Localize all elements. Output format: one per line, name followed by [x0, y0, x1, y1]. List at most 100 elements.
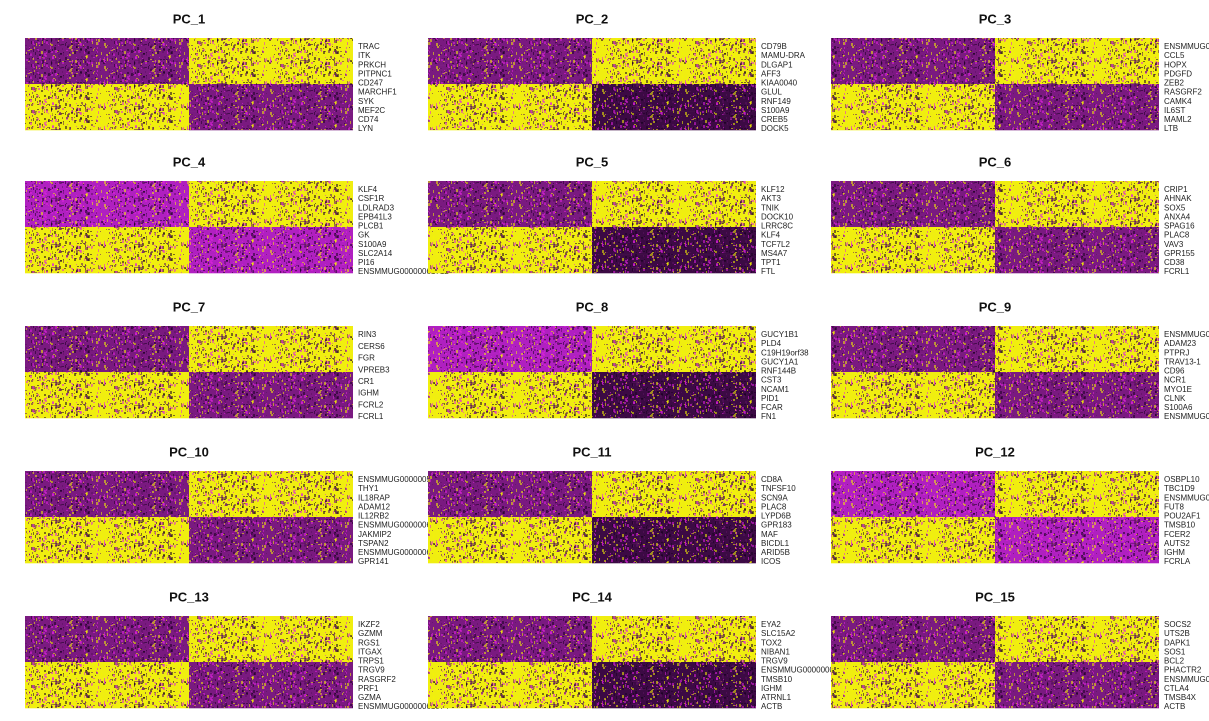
gene-label: SOS1: [1164, 647, 1186, 656]
heatmap-panel: PC_9ENSMMUG0ADAM23PTPRJTRAV13-1CD96NCR1M…: [831, 299, 1209, 421]
gene-label: TRAC: [358, 42, 380, 51]
gene-label: RASGRF2: [358, 675, 396, 684]
gene-label: ENSMMUG0000005: [358, 475, 431, 484]
gene-label: TNIK: [761, 203, 780, 212]
gene-label: CD38: [1164, 258, 1185, 267]
gene-label: CTLA4: [1164, 684, 1189, 693]
heatmap-panel: PC_13 IKZF2GZMMRGS1ITGAXTRPS1TRGV9RASGRF2…: [25, 589, 449, 711]
heatmap-texture: [831, 471, 1159, 563]
heatmap-panel: PC_15 SOCS2UTS2BDAPK1SOS1BCL2PHACTR2ENSMM…: [831, 589, 1209, 711]
gene-label: CD74: [358, 115, 379, 124]
gene-label: CD96: [1164, 367, 1185, 376]
panel-title: PC_10: [169, 444, 209, 459]
gene-label: SLC2A14: [358, 249, 393, 258]
panel-title: PC_5: [576, 154, 609, 169]
gene-label: KLF4: [358, 185, 378, 194]
gene-label: GK: [358, 231, 370, 240]
gene-label: SOCS2: [1164, 620, 1192, 629]
gene-label: ENSMMUG00000061974: [358, 702, 449, 711]
gene-label: IGHM: [358, 389, 379, 398]
gene-label: KLF4: [761, 231, 781, 240]
gene-label: FTL: [761, 267, 776, 276]
heatmap-panel: PC_4 KLF4CSF1RLDLRAD3EPB41L3PLCB1GKS100A9…: [25, 154, 449, 276]
heatmap-texture: [831, 616, 1159, 708]
heatmap-panel: PC_8 GUCY1B1PLD4C19H19orf38GUCY1A1RNF144B…: [428, 299, 809, 421]
gene-label: ITK: [358, 51, 371, 60]
heatmap-texture: [25, 38, 353, 130]
panel-title: PC_4: [173, 154, 206, 169]
gene-label: AKT3: [761, 194, 782, 203]
gene-label: EPB41L3: [358, 212, 392, 221]
gene-label: PRKCH: [358, 60, 386, 69]
heatmap-texture: [428, 471, 756, 563]
heatmap-texture: [25, 326, 353, 418]
gene-label: GZMA: [358, 693, 382, 702]
gene-label: JAKMIP2: [358, 530, 392, 539]
gene-label: POU2AF1: [1164, 512, 1201, 521]
gene-label: IKZF2: [358, 620, 380, 629]
gene-label: CSF1R: [358, 194, 384, 203]
heatmap-panel: PC_10 ENSMMUG0000005THY1IL18RAPADAM12IL12…: [25, 444, 431, 566]
panel-title: PC_7: [173, 299, 206, 314]
gene-label: SCN9A: [761, 493, 788, 502]
gene-label: ITGAX: [358, 647, 383, 656]
gene-label: KLF12: [761, 185, 785, 194]
gene-label: SLC15A2: [761, 629, 796, 638]
heatmap-texture: [831, 181, 1159, 273]
gene-label: RNF144B: [761, 367, 796, 376]
gene-label: CREB5: [761, 115, 788, 124]
gene-label: FCRL1: [358, 412, 384, 421]
gene-label: ENSMMUG0: [1164, 412, 1209, 421]
heatmap-texture: [25, 471, 353, 563]
gene-label: TMSB10: [761, 675, 793, 684]
gene-label: AFF3: [761, 69, 781, 78]
gene-label: FUT8: [1164, 502, 1185, 511]
gene-label: IGHM: [1164, 548, 1185, 557]
heatmap-panel: PC_7 RIN3 CERS6 FGR VPREB3 CR1 IGHM FCRL2 FCRL1: [25, 299, 390, 421]
gene-label: ANXA4: [1164, 212, 1191, 221]
gene-label: TMSB4X: [1164, 693, 1197, 702]
panels: PC_1 TRACITKPRKCHPITPNC1CD247MARCHF1SYKME…: [25, 11, 1209, 711]
gene-label: CD8A: [761, 475, 783, 484]
gene-label: PDGFD: [1164, 69, 1192, 78]
gene-label: TMSB10: [1164, 521, 1196, 530]
gene-label: PRF1: [358, 684, 379, 693]
gene-label: MEF2C: [358, 106, 385, 115]
heatmap-panel: PC_6 CRIP1AHNAKSOX5ANXA4SPAG16PLAC8VAV3GP…: [831, 154, 1195, 276]
gene-label: ENSMMUG0000000: [761, 666, 834, 675]
gene-label: ACTB: [1164, 702, 1185, 711]
gene-label: VAV3: [1164, 240, 1184, 249]
gene-label: MAF: [761, 530, 778, 539]
gene-label: TBC1D9: [1164, 484, 1195, 493]
gene-label: ADAM12: [358, 502, 391, 511]
gene-label: HOPX: [1164, 60, 1187, 69]
gene-label: SPAG16: [1164, 222, 1195, 231]
gene-label: DOCK5: [761, 124, 789, 133]
heatmap-texture: [428, 326, 756, 418]
gene-label: AHNAK: [1164, 194, 1192, 203]
gene-label: MYO1E: [1164, 385, 1192, 394]
gene-label: NCR1: [1164, 376, 1186, 385]
heatmap-panel: PC_3 ENSMMUG0CCL5HOPXPDGFDZEB2RASGRF2CAMK…: [831, 11, 1209, 133]
gene-label: FCRL1: [1164, 267, 1190, 276]
gene-label: ZEB2: [1164, 79, 1185, 88]
gene-label: OSBPL10: [1164, 475, 1200, 484]
gene-label: CD79B: [761, 42, 787, 51]
gene-label: IL6ST: [1164, 106, 1185, 115]
gene-label: DOCK10: [761, 212, 794, 221]
gene-label: LYN: [358, 124, 373, 133]
gene-label: GPR155: [1164, 249, 1195, 258]
gene-label: PLD4: [761, 339, 782, 348]
gene-label: FCER2: [1164, 530, 1191, 539]
gene-label: BCL2: [1164, 657, 1185, 666]
heatmap-texture: [831, 326, 1159, 418]
gene-label: CCL5: [1164, 51, 1185, 60]
gene-label: FCAR: [761, 403, 783, 412]
gene-label: TRGV9: [358, 666, 385, 675]
panel-title: PC_6: [979, 154, 1012, 169]
gene-label: MAMU-DRA: [761, 51, 806, 60]
gene-label: CD247: [358, 79, 383, 88]
gene-label: PLAC8: [761, 502, 787, 511]
heatmap-texture: [25, 181, 353, 273]
gene-label: GUCY1B1: [761, 330, 799, 339]
